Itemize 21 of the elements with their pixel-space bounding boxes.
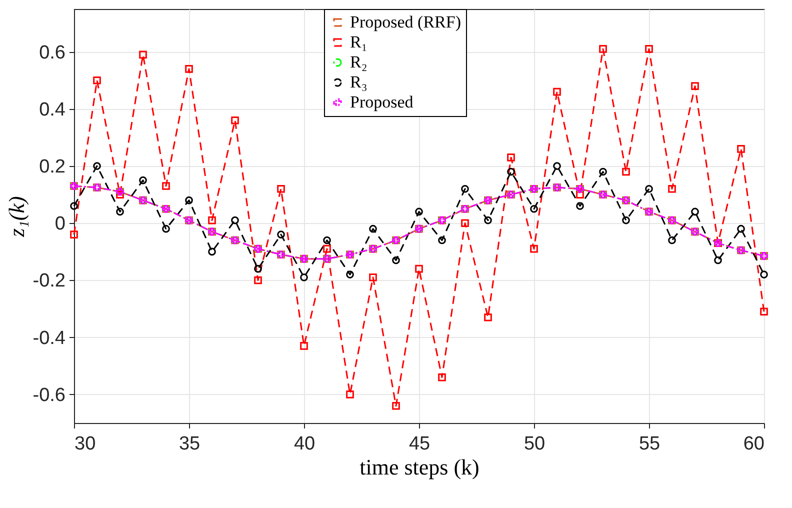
x-tick-label: 35 xyxy=(178,434,200,454)
legend-label: Proposed (RRF) xyxy=(350,12,461,32)
x-tick-label: 60 xyxy=(743,434,764,454)
x-tick-label: 45 xyxy=(408,434,430,454)
x-tick-label: 30 xyxy=(74,434,96,454)
y-tick-label: -0.6 xyxy=(32,384,66,406)
y-tick-label: -0.2 xyxy=(32,270,66,292)
y-tick-label: 0.6 xyxy=(39,42,66,64)
legend-label: R₂ xyxy=(350,52,368,72)
legend-label: R₃ xyxy=(350,72,368,92)
y-tick-label: -0.4 xyxy=(32,328,66,349)
x-tick-label: 50 xyxy=(524,434,546,454)
y-tick-label: 0.4 xyxy=(39,99,66,120)
legend-label: R₁ xyxy=(350,32,368,52)
x-tick-label: 40 xyxy=(294,434,316,454)
x-axis-title: time steps (k) xyxy=(360,454,480,480)
legend-label: Proposed xyxy=(350,92,414,112)
y-tick-label: 0.2 xyxy=(39,156,66,178)
y-tick-label: 0 xyxy=(54,214,66,235)
y-axis-title: z₁(k) xyxy=(4,196,29,238)
x-tick-label: 55 xyxy=(638,434,660,454)
